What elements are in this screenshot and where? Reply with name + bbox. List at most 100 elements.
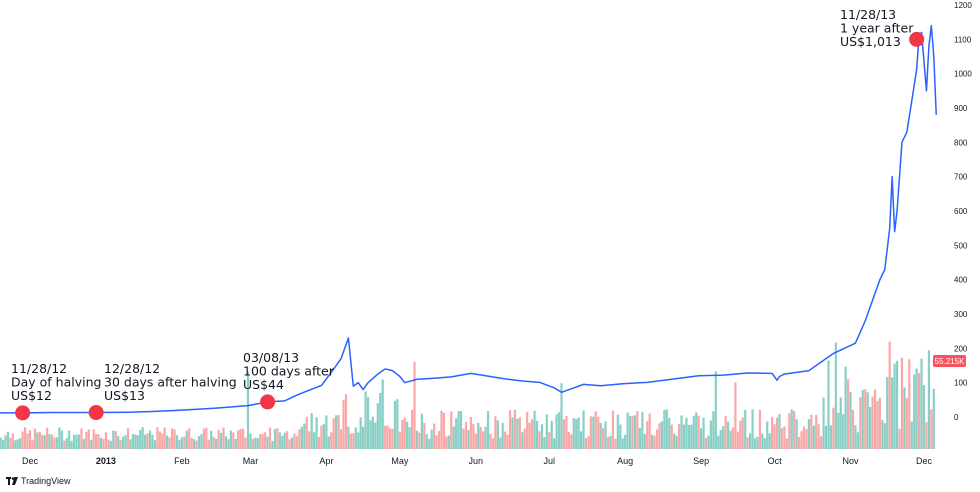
annotation-text: 30 days after halving — [104, 375, 237, 390]
x-tick-label: Dec — [916, 456, 933, 466]
volume-bar — [354, 427, 357, 449]
volume-bar — [918, 373, 921, 449]
brand-name: TradingView — [21, 476, 71, 486]
volume-bar — [232, 432, 235, 449]
annotation-marker[interactable] — [88, 405, 104, 421]
volume-bar — [638, 428, 641, 449]
volume-bar — [344, 394, 348, 449]
volume-bar — [219, 432, 223, 449]
volume-bar — [565, 415, 568, 449]
volume-bar — [795, 419, 798, 449]
volume-bar — [175, 435, 179, 449]
annotation-marker[interactable] — [909, 31, 925, 47]
volume-bar — [646, 421, 649, 449]
volume-bar — [50, 434, 54, 449]
volume-bar — [102, 439, 105, 449]
volume-bar — [418, 432, 421, 449]
brand-logo[interactable]: TradingView — [6, 476, 71, 486]
volume-bar — [428, 438, 431, 449]
volume-bar — [80, 428, 83, 449]
price-line — [0, 24, 937, 414]
volume-bar — [482, 431, 485, 449]
volume-bar — [151, 434, 154, 449]
volume-bar — [518, 417, 521, 449]
volume-bar — [68, 430, 71, 449]
volume-bar — [908, 359, 911, 449]
volume-bar — [379, 392, 382, 449]
volume-bar — [538, 431, 541, 449]
volume-bar — [930, 409, 933, 449]
volume-bar — [445, 436, 448, 449]
volume-bars — [0, 341, 935, 449]
volume-bar — [729, 430, 732, 449]
volume-bar — [895, 360, 899, 449]
volume-bar — [751, 409, 754, 449]
volume-bar — [589, 416, 592, 449]
volume-bar — [48, 434, 51, 449]
annotation-text: US$13 — [104, 388, 145, 403]
volume-bar — [922, 385, 926, 449]
volume-bar — [315, 417, 318, 449]
volume-bar — [771, 417, 774, 449]
volume-bar — [560, 383, 563, 449]
x-tick-label: Dec — [22, 456, 39, 466]
volume-bar — [753, 438, 757, 449]
volume-bar — [381, 379, 384, 449]
volume-bar — [158, 431, 161, 449]
volume-bar — [408, 427, 411, 449]
volume-bar — [783, 426, 786, 449]
volume-bar — [117, 435, 120, 449]
volume-bar — [131, 434, 134, 449]
x-axis[interactable]: Dec 2013 Feb Mar Apr May Jun Jul Aug Sep Oct Nov Dec — [22, 456, 933, 466]
volume-bar — [337, 415, 340, 449]
annotation-marker[interactable] — [260, 394, 276, 410]
volume-bar — [572, 418, 575, 449]
volume-bar — [420, 413, 423, 449]
volume-bar — [288, 439, 291, 449]
volume-bar — [70, 440, 73, 449]
volume-bar — [545, 414, 548, 449]
volume-bar — [521, 432, 524, 449]
volume-bar — [682, 424, 686, 449]
volume-bar — [188, 428, 191, 449]
volume-bar — [95, 434, 98, 449]
volume-bar — [881, 420, 884, 449]
annotation-marker[interactable] — [15, 405, 31, 421]
volume-badge-label: 55.215K — [935, 357, 965, 366]
volume-bar — [533, 410, 536, 449]
volume-bar — [153, 440, 157, 449]
volume-bar — [675, 435, 678, 449]
volume-bar — [643, 433, 646, 449]
annotation-text: 11/28/13 — [840, 7, 896, 22]
volume-bar — [611, 410, 615, 449]
volume-bar — [4, 435, 7, 449]
volume-bar — [648, 413, 651, 449]
volume-bar — [526, 411, 529, 449]
volume-bar — [580, 431, 583, 449]
y-tick-label: 400 — [954, 276, 968, 285]
volume-bar — [374, 422, 377, 449]
volume-bar — [695, 412, 698, 449]
volume-bar — [619, 424, 622, 449]
volume-bar — [766, 421, 769, 449]
volume-bar — [898, 428, 901, 449]
volume-bar — [229, 430, 232, 449]
volume-bar — [136, 435, 139, 449]
volume-bar — [508, 410, 512, 449]
y-axis[interactable]: 0 100 200 300 400 500 600 700 800 900 1000 1100 1200 — [954, 1, 972, 422]
volume-bar — [9, 437, 12, 449]
volume-bar — [357, 432, 360, 449]
volume-bar — [85, 431, 88, 449]
volume-bar — [628, 415, 632, 449]
volume-bar — [846, 379, 850, 449]
volume-bar — [281, 435, 284, 449]
volume-bar — [266, 436, 269, 449]
volume-bar — [58, 427, 61, 449]
volume-bar — [168, 437, 171, 449]
volume-bar — [268, 427, 272, 449]
volume-bar — [577, 417, 580, 449]
volume-bar — [244, 437, 247, 449]
volume-bar — [166, 435, 169, 449]
volume-bar — [842, 414, 845, 449]
